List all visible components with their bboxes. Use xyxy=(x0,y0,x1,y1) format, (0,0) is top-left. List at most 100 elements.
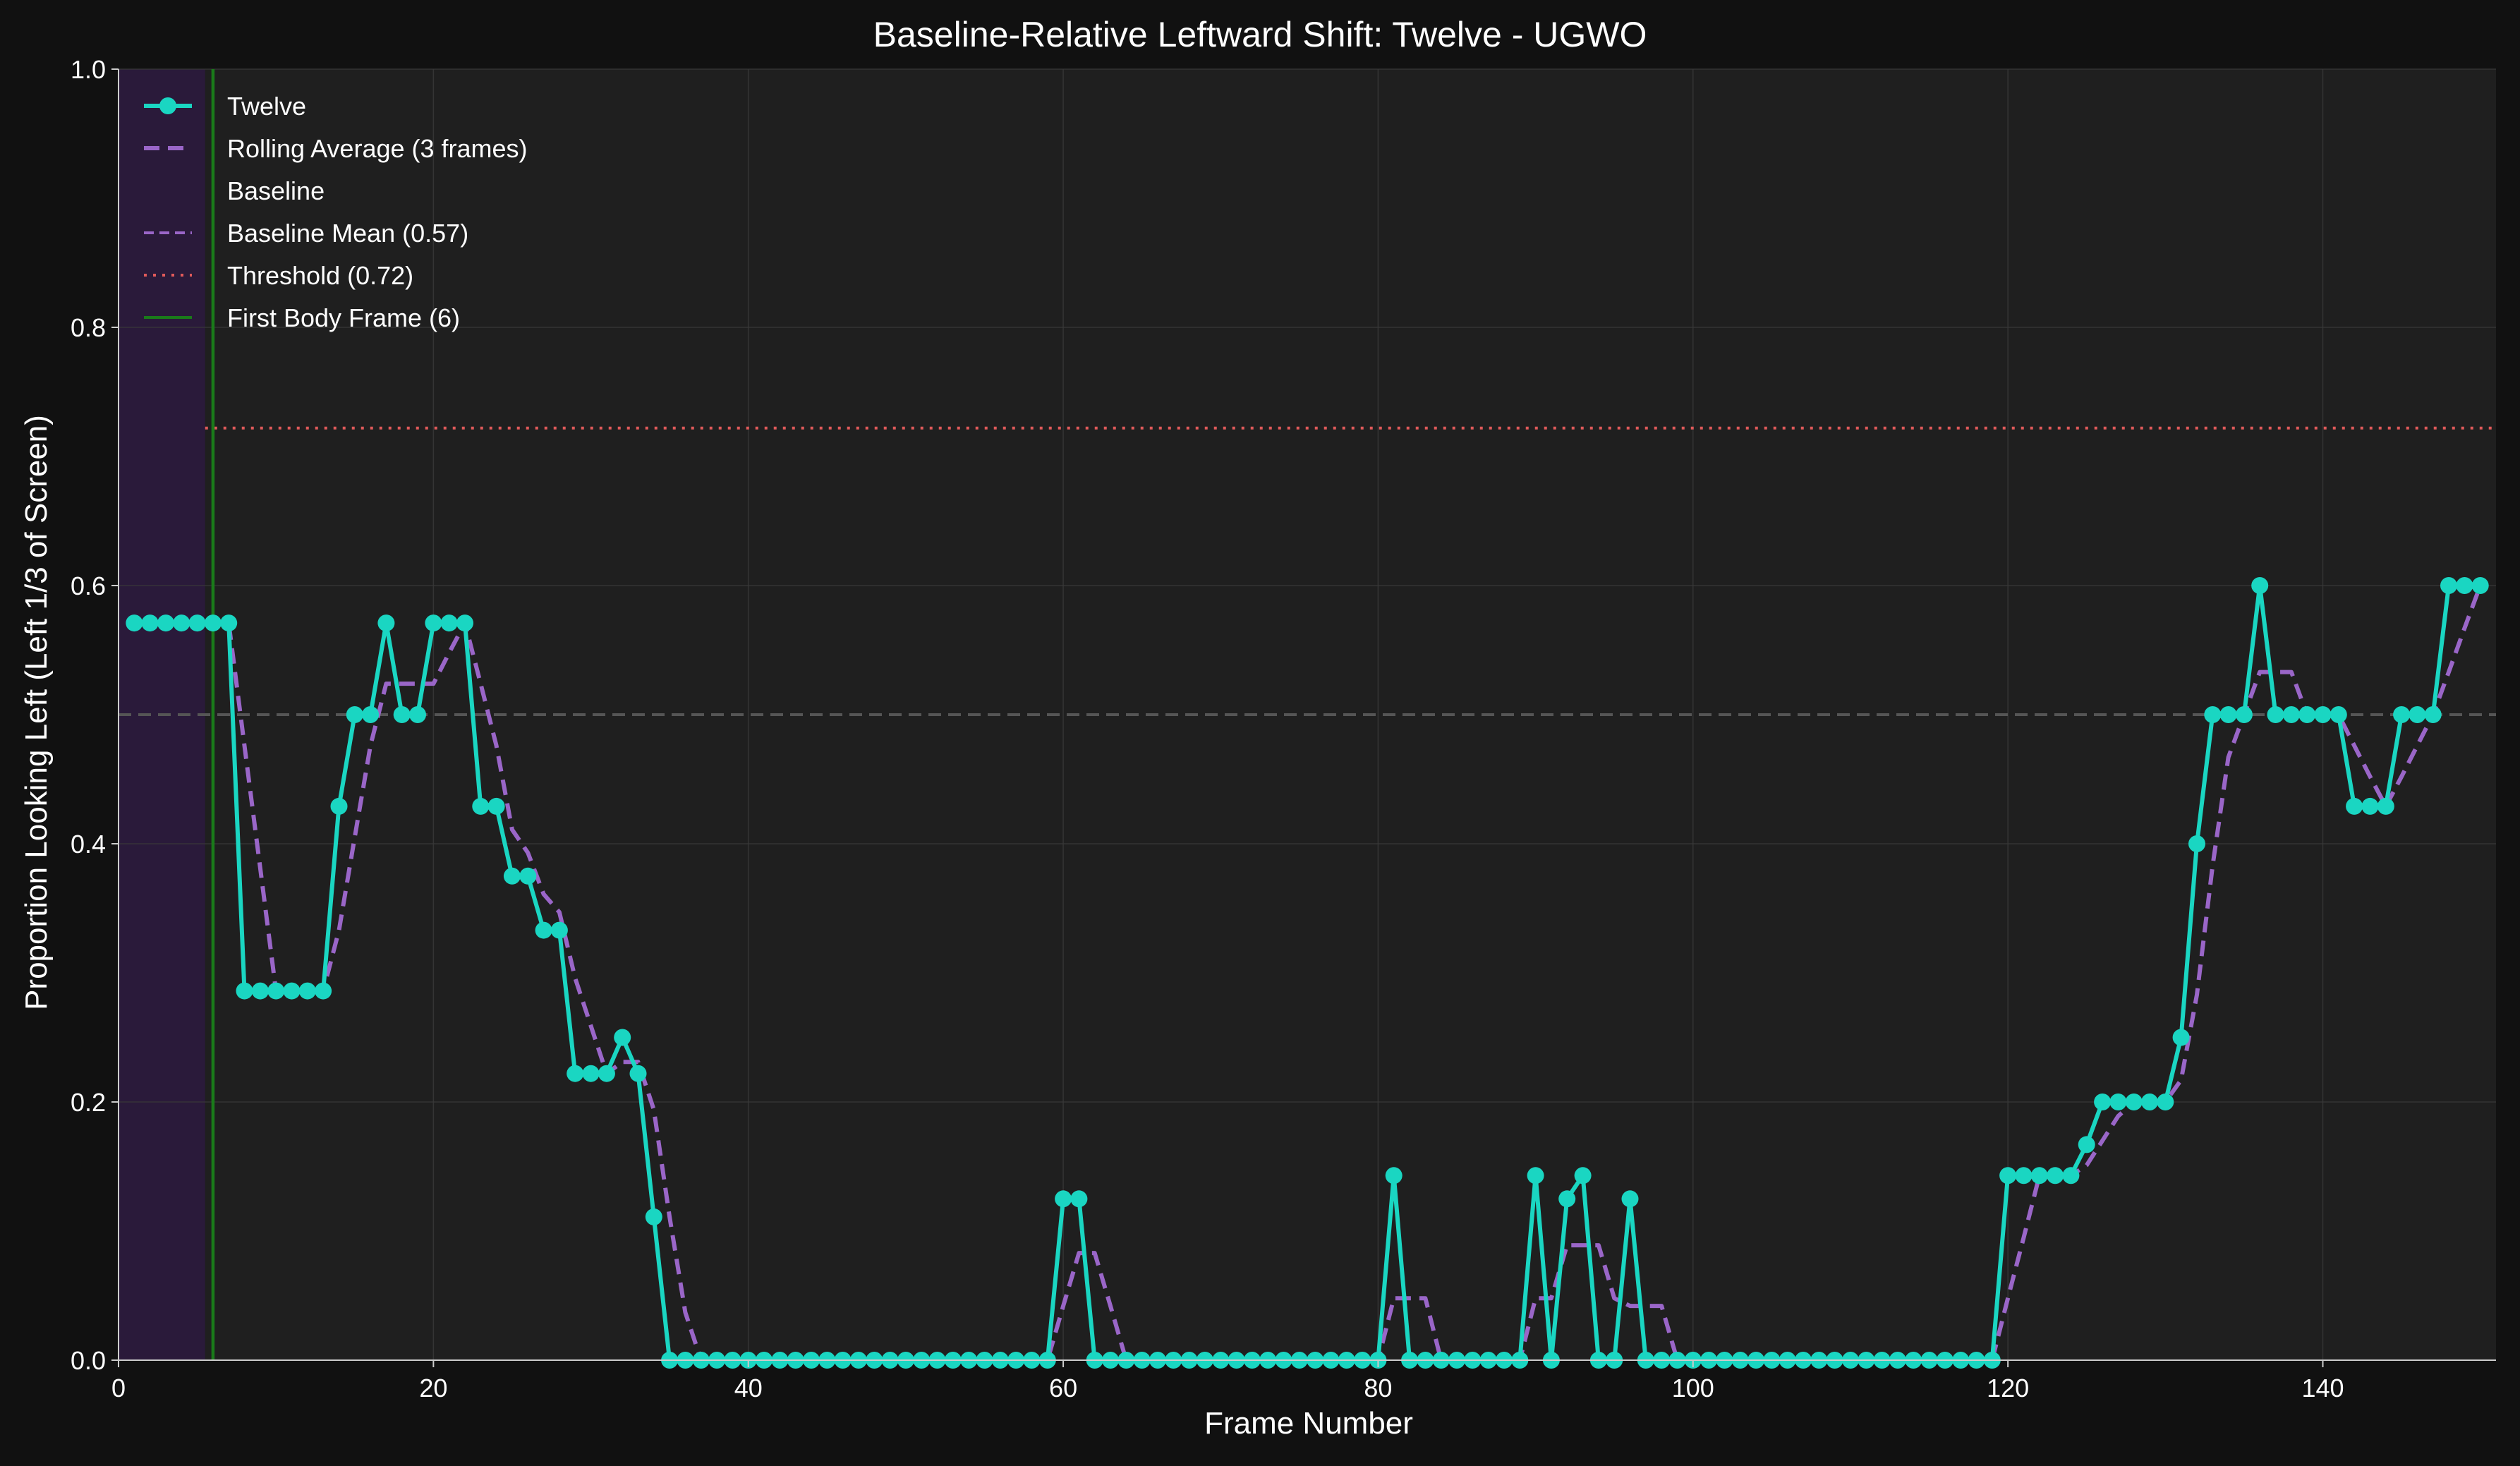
data-point xyxy=(126,614,143,632)
data-point xyxy=(220,614,238,632)
x-axis-label: Frame Number xyxy=(1204,1406,1413,1441)
data-point xyxy=(1070,1190,1088,1208)
data-point xyxy=(1621,1190,1639,1208)
data-point xyxy=(2141,1094,2158,1110)
data-point xyxy=(409,706,426,723)
legend-item: Threshold (0.72) xyxy=(144,261,413,290)
legend-label: Twelve xyxy=(227,92,306,121)
data-point xyxy=(2109,1094,2127,1110)
data-point xyxy=(173,614,190,632)
data-point xyxy=(2251,577,2269,594)
data-point xyxy=(330,797,348,815)
data-point xyxy=(2456,577,2473,594)
legend-swatch xyxy=(144,180,192,201)
data-point xyxy=(535,921,552,939)
data-point xyxy=(1558,1190,1576,1208)
data-point xyxy=(377,614,395,632)
data-point xyxy=(629,1065,647,1082)
data-point xyxy=(157,614,174,632)
legend-item: Twelve xyxy=(144,92,306,121)
data-point xyxy=(2172,1029,2190,1046)
data-point xyxy=(487,797,505,815)
data-point xyxy=(2267,706,2284,723)
data-point xyxy=(362,706,380,723)
data-point xyxy=(456,614,473,632)
data-point xyxy=(598,1065,615,1082)
legend-label: First Body Frame (6) xyxy=(227,303,460,332)
legend-label: Threshold (0.72) xyxy=(227,261,413,290)
data-point xyxy=(2015,1167,2033,1185)
data-point xyxy=(645,1208,662,1225)
data-point xyxy=(2330,706,2347,723)
chart-title: Baseline-Relative Leftward Shift: Twelve… xyxy=(873,15,1647,54)
data-point xyxy=(582,1065,600,1082)
data-point xyxy=(2409,706,2426,723)
data-point xyxy=(2030,1167,2048,1185)
x-tick-label: 100 xyxy=(1672,1374,1714,1403)
data-point xyxy=(2204,706,2222,723)
legend-marker xyxy=(159,97,176,114)
data-point xyxy=(283,982,301,1000)
data-point xyxy=(2440,577,2457,594)
y-tick-label: 0.6 xyxy=(71,571,106,600)
data-point xyxy=(298,982,316,1000)
x-tick-label: 20 xyxy=(419,1374,447,1403)
data-point xyxy=(393,706,411,723)
x-tick-label: 120 xyxy=(1987,1374,2029,1403)
y-axis-label: Proportion Looking Left (Left 1/3 of Scr… xyxy=(19,415,54,1010)
data-point xyxy=(2471,577,2489,594)
y-tick-label: 0.2 xyxy=(71,1088,106,1117)
axes: 0 20 40 60 80 100 120 140 0.0 0.2 0.4 0.6 0.8 1.0 xyxy=(71,55,2496,1403)
y-tick-label: 0.0 xyxy=(71,1346,106,1375)
x-tick-label: 60 xyxy=(1049,1374,1077,1403)
legend-item: Baseline Mean (0.57) xyxy=(144,219,468,248)
data-point xyxy=(2346,797,2363,815)
data-point xyxy=(503,867,521,885)
legend-label: Baseline Mean (0.57) xyxy=(227,219,468,248)
data-point xyxy=(519,867,537,885)
data-point xyxy=(440,614,458,632)
reference-lines xyxy=(119,69,2496,1360)
y-tick-label: 0.4 xyxy=(71,830,106,859)
data-point xyxy=(1527,1167,1544,1185)
data-point xyxy=(614,1029,631,1046)
data-point xyxy=(1574,1167,1592,1185)
data-point xyxy=(315,982,332,1000)
data-point xyxy=(2361,797,2379,815)
data-point xyxy=(2219,706,2237,723)
data-point xyxy=(188,614,206,632)
data-point xyxy=(346,706,363,723)
data-point xyxy=(2377,797,2394,815)
data-point xyxy=(236,982,253,1000)
data-point xyxy=(1385,1167,1403,1185)
data-point xyxy=(1999,1167,2017,1185)
data-point xyxy=(567,1065,584,1082)
data-point xyxy=(425,614,442,632)
legend-item: Rolling Average (3 frames) xyxy=(144,134,528,163)
data-point xyxy=(2298,706,2316,723)
data-point xyxy=(2188,835,2205,852)
legend-label: Baseline xyxy=(227,176,325,205)
data-point xyxy=(2393,706,2411,723)
data-point xyxy=(2424,706,2442,723)
x-tick-label: 40 xyxy=(734,1374,763,1403)
legend: Twelve Rolling Average (3 frames) Baseline… xyxy=(144,92,528,332)
data-point xyxy=(267,982,285,1000)
data-point xyxy=(1055,1190,1072,1208)
data-point xyxy=(2047,1167,2064,1185)
legend-item: First Body Frame (6) xyxy=(144,303,460,332)
data-point xyxy=(2125,1094,2143,1110)
data-point xyxy=(2094,1094,2112,1110)
y-tick-label: 0.8 xyxy=(71,313,106,342)
data-point xyxy=(2314,706,2332,723)
data-point xyxy=(2282,706,2300,723)
x-tick-label: 80 xyxy=(1364,1374,1392,1403)
data-point xyxy=(2062,1167,2080,1185)
data-point xyxy=(2235,706,2253,723)
data-point xyxy=(141,614,159,632)
data-point xyxy=(204,614,222,632)
y-tick-label: 1.0 xyxy=(71,55,106,84)
data-point xyxy=(2078,1136,2095,1153)
